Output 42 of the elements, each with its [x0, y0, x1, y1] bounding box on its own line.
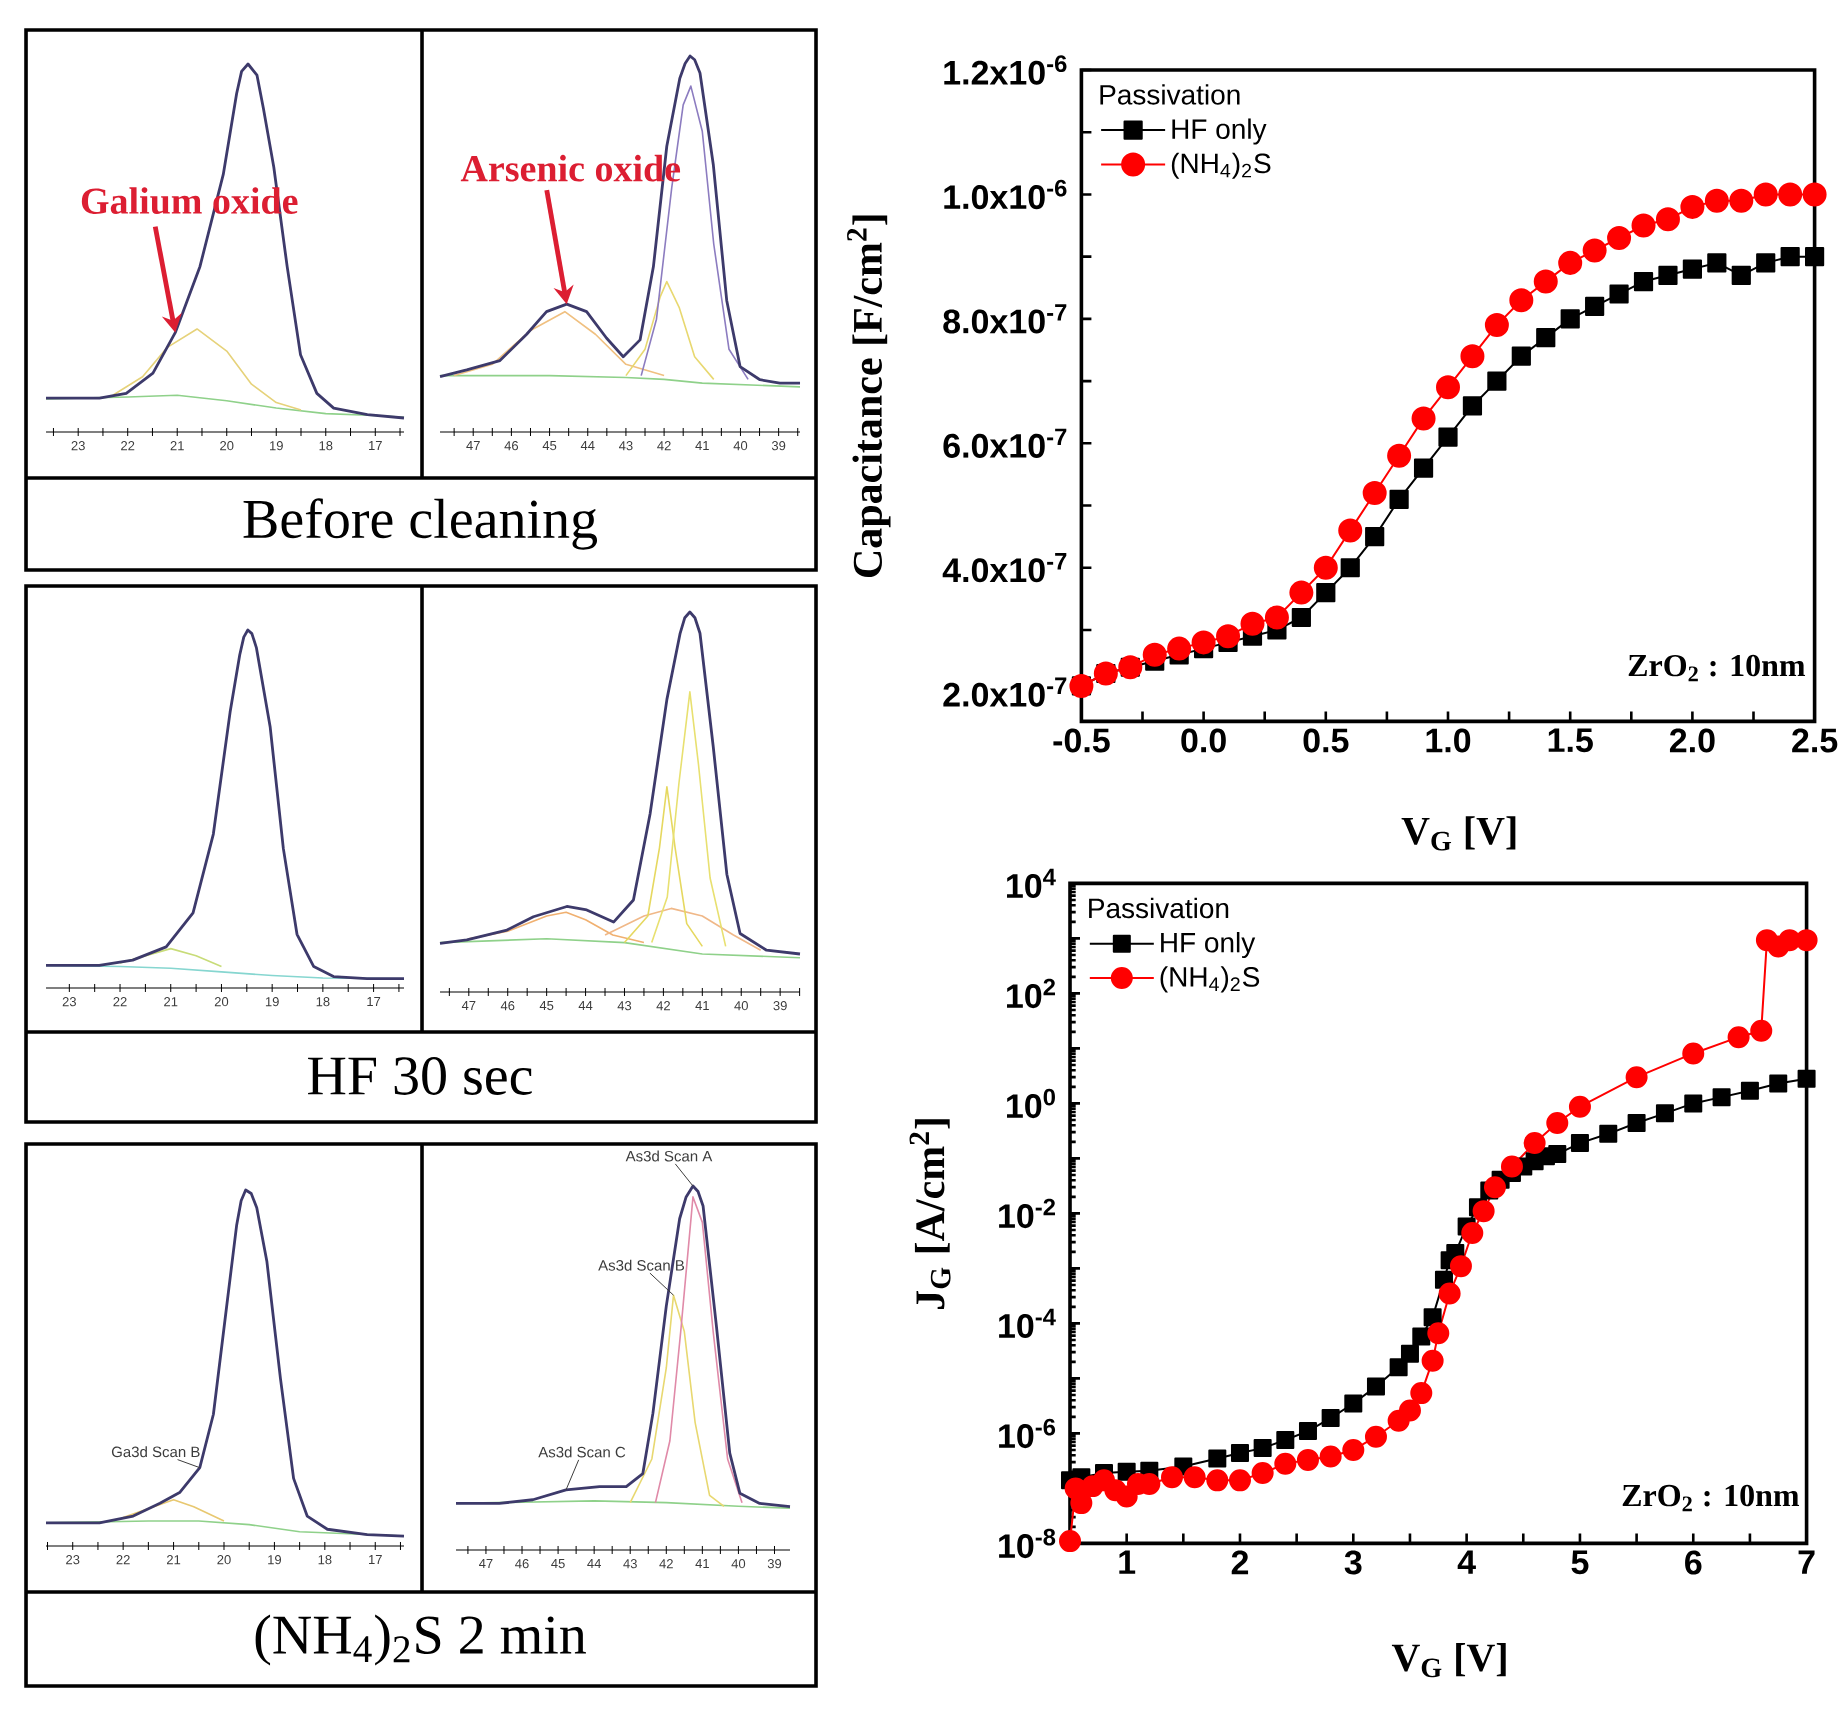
legend-title: Passivation [1100, 84, 1240, 105]
x-tick-label: 2.5 [1792, 728, 1838, 753]
text: HF 30 sec [308, 1057, 532, 1095]
y-tick-label: 10$^{4}$ [1007, 868, 1056, 899]
x-tick-label: 2.0 [1669, 728, 1715, 753]
x-tick-label: 5 [1571, 1550, 1589, 1575]
x-tick-label: 6 [1685, 1550, 1702, 1575]
legend-label: HF only [1161, 931, 1256, 959]
legend-label: (NH$_{4}$)$_{2}$S [1171, 152, 1271, 179]
y-tick-label: 10$^{-4}$ [999, 1308, 1056, 1339]
annotation: ZrO$_{2}$ : 10nm [1622, 1484, 1800, 1512]
y-axis-title: Capacitance [F/cm$^{2}$] [847, 215, 891, 578]
x-axis-title: V$_{G}$ [V] [1401, 816, 1516, 851]
x-tick-label: 7 [1798, 1550, 1815, 1574]
y-tick-label: 10$^{2}$ [1007, 978, 1055, 1009]
text: (NH$_{4}$)$_{2}$S 2 min [255, 1614, 586, 1666]
x-tick-label: 1.5 [1548, 728, 1593, 753]
annotation: ZrO$_{2}$ : 10nm [1628, 654, 1806, 682]
x-axis-title: V$_{G}$ [V] [1391, 1643, 1506, 1678]
y-tick-label: 8.0x10$^{-7}$ [943, 304, 1067, 334]
y-tick-label: 1.2x10$^{-6}$ [944, 55, 1067, 85]
y-tick-label: 10$^{-6}$ [999, 1418, 1056, 1449]
y-tick-label: 1.0x10$^{-6}$ [944, 179, 1067, 210]
x-tick-label: 1.0 [1426, 728, 1471, 753]
x-tick-label: 0.0 [1181, 728, 1226, 753]
legend-label: (NH$_{4}$)$_{2}$S [1160, 966, 1260, 993]
x-tick-label: 2 [1231, 1550, 1249, 1575]
y-tick-label: 6.0x10$^{-7}$ [943, 428, 1067, 458]
y-tick-label: 10$^{-2}$ [999, 1198, 1055, 1229]
x-tick-label: 3 [1344, 1550, 1362, 1575]
x-tick-label: -0.5 [1053, 728, 1110, 753]
y-tick-label: 10$^{0}$ [1007, 1088, 1055, 1119]
legend-title: Passivation [1089, 897, 1229, 919]
y-tick-label: 2.0x10$^{-7}$ [943, 677, 1067, 707]
x-tick-label: 4 [1457, 1550, 1476, 1574]
x-tick-label: 1 [1119, 1550, 1136, 1574]
y-tick-label: 10$^{-8}$ [999, 1528, 1056, 1559]
y-axis-title: J$_{G}$ [A/cm$^{2}$] [909, 1119, 951, 1309]
y-tick-label: 4.0x10$^{-7}$ [942, 553, 1067, 583]
x-tick-label: 0.5 [1303, 728, 1349, 753]
legend-label: HF only [1172, 118, 1267, 145]
text: Before cleaning [243, 498, 598, 550]
